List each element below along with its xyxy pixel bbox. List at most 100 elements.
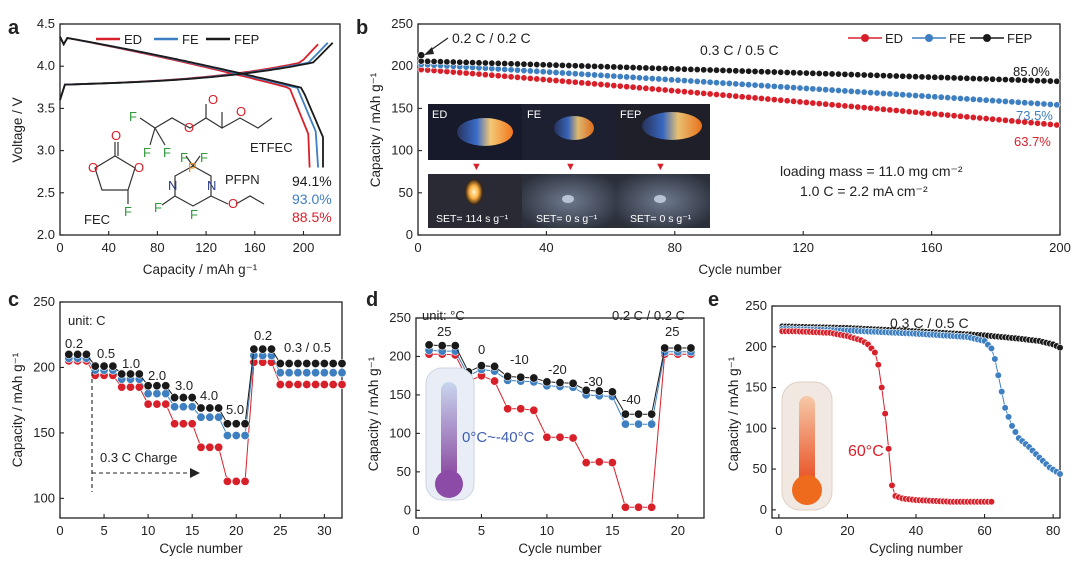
point-ed <box>642 84 650 92</box>
point-fep <box>533 61 541 69</box>
rate-point-ed <box>275 379 285 389</box>
panel-d-frame <box>415 317 705 519</box>
point-fep <box>777 68 785 76</box>
point-fe <box>1027 99 1035 107</box>
point-fe <box>828 86 836 94</box>
point-fep <box>924 73 932 81</box>
temp-point-ed <box>568 433 578 443</box>
panel-d-xtick-label: 5 <box>478 523 485 538</box>
temp-point-ed <box>634 502 644 512</box>
point-ed <box>558 77 566 85</box>
point-fe <box>668 76 676 84</box>
etfec-name: ETFEC <box>250 140 293 155</box>
point-fe <box>918 92 926 100</box>
rate-point-ed <box>143 399 153 409</box>
point-ed <box>738 93 746 101</box>
panel-a-ytick-label: 3.0 <box>37 143 55 158</box>
point-ed <box>488 71 496 79</box>
point-fe <box>783 83 791 91</box>
hot-temperature: 60°C <box>848 443 884 460</box>
point-ed <box>571 78 579 86</box>
retention-ed-b: 63.7% <box>1014 134 1051 149</box>
point-fe <box>655 75 663 83</box>
rate-point-fe <box>161 389 171 399</box>
point-fe <box>539 68 547 76</box>
point-fep <box>802 69 810 77</box>
point-fep <box>462 58 470 66</box>
svg-text:▼: ▼ <box>655 161 666 173</box>
point-fep <box>790 69 798 77</box>
temp-point-fep <box>424 340 434 350</box>
point-fep <box>751 67 759 75</box>
point-ed <box>931 110 939 118</box>
point-fep <box>424 57 432 65</box>
point-ed <box>873 105 881 113</box>
panel-d-ytick-label: 50 <box>397 464 411 479</box>
rate-point-fep <box>266 344 276 354</box>
svg-text:▼: ▼ <box>471 161 482 173</box>
rate-step-label: 0.2 <box>65 336 83 351</box>
legend-fep: FEP <box>234 32 259 47</box>
rate-point-fep <box>258 344 268 354</box>
point-fe <box>995 97 1003 105</box>
point-fep <box>700 66 708 74</box>
panel-a-xtick-label: 0 <box>56 240 63 255</box>
point-fep <box>456 58 464 66</box>
point-ed <box>462 69 470 77</box>
temp-point-ed <box>647 502 657 512</box>
point-fep <box>449 58 457 66</box>
rate-point-ed <box>231 476 241 486</box>
point-ed <box>706 90 714 98</box>
point-ed <box>886 106 894 114</box>
panel-b-label: b <box>356 17 368 39</box>
point-ed <box>456 69 464 77</box>
point-fe <box>1021 99 1029 107</box>
rate-point-fe <box>205 412 215 422</box>
point-ed <box>668 87 676 95</box>
point-fep <box>668 65 676 73</box>
panel-c-xtick-label: 15 <box>185 523 199 538</box>
point-fe <box>687 77 695 85</box>
temp-point-fep <box>660 343 670 353</box>
charge-label: 0.3 C Charge <box>100 450 177 465</box>
panel-a: a 0 40 80 120 160 200 2.0 2.5 3.0 3.5 4.0 4.5 Capac… <box>8 16 341 277</box>
thermometer-hot-icon <box>781 381 833 511</box>
point-ed <box>597 80 605 88</box>
temp-point-fep <box>490 361 500 371</box>
point-fe <box>886 90 894 98</box>
point-ed <box>745 93 753 101</box>
point-fep <box>578 62 586 70</box>
panel-b-xlabel: Cycle number <box>698 262 782 277</box>
point-fep <box>501 60 509 68</box>
panel-b-xtick-label: 200 <box>1049 240 1071 255</box>
point-ed <box>674 87 682 95</box>
panel-a-xlabel: Capacity / mAh g⁻¹ <box>143 262 258 277</box>
hightemp-point-fe <box>994 371 1002 379</box>
point-ed <box>790 97 798 105</box>
rate-point-fe <box>284 368 294 378</box>
point-fe <box>892 90 900 98</box>
point-ed <box>969 113 977 121</box>
rate-point-fe <box>328 368 338 378</box>
temperature-step-label: -10 <box>510 352 529 367</box>
point-fe <box>912 92 920 100</box>
point-fe <box>629 73 637 81</box>
pfpn-f-3: F <box>154 200 162 215</box>
pfpn-molecule <box>161 155 265 207</box>
rate-point-ed <box>337 379 347 389</box>
hightemp-point-ed <box>881 410 889 418</box>
rate-point-fe <box>196 412 206 422</box>
point-fep <box>475 59 483 67</box>
rate-point-ed <box>152 399 162 409</box>
point-fe <box>989 97 997 105</box>
point-fe <box>1040 100 1048 108</box>
legend-fep-b: FEP <box>1007 31 1032 46</box>
panel-a-xtick-label: 160 <box>244 240 266 255</box>
set-label-fe: SET= 0 s g⁻¹ <box>536 213 598 225</box>
point-fe <box>642 74 650 82</box>
point-ed <box>603 81 611 89</box>
temp-point-fep <box>581 385 591 395</box>
point-fep <box>616 63 624 71</box>
panel-c-xtick-label: 5 <box>100 523 107 538</box>
rate-point-fe <box>143 389 153 399</box>
